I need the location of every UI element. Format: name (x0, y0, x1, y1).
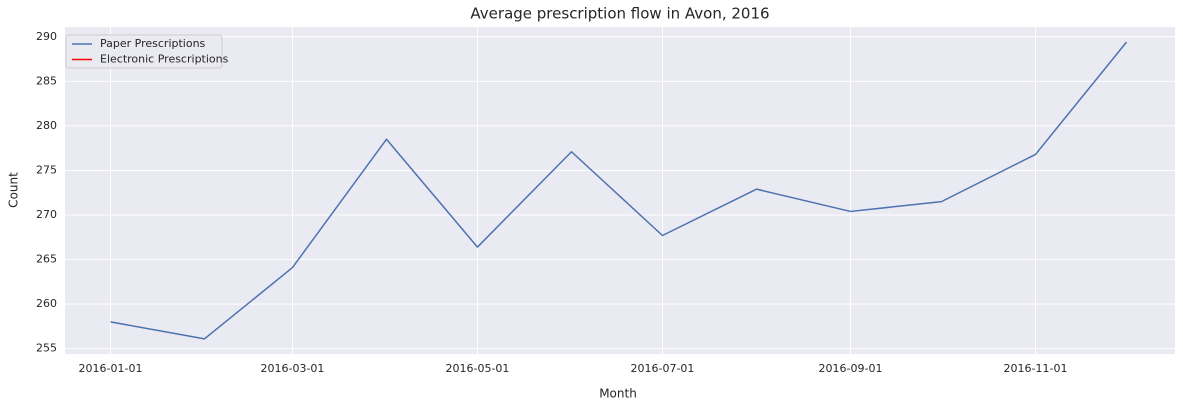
y-tick-label: 275 (36, 163, 57, 176)
y-axis-label: Count (7, 172, 21, 208)
y-tick-label: 285 (36, 74, 57, 87)
x-tick-label: 2016-01-01 (79, 362, 143, 375)
line-series (110, 41, 1128, 340)
y-tick-label: 260 (36, 297, 57, 310)
legend-box (65, 34, 223, 69)
y-tick-label: 290 (36, 30, 57, 43)
legend-label: Electronic Prescriptions (100, 53, 229, 66)
x-tick-label: 2016-07-01 (630, 362, 694, 375)
plot-area (65, 27, 1175, 354)
legend-label: Paper Prescriptions (100, 37, 206, 50)
x-tick-label: 2016-03-01 (260, 362, 324, 375)
x-tick-label: 2016-11-01 (1004, 362, 1068, 375)
y-tick-label: 265 (36, 253, 57, 266)
y-tick-label: 270 (36, 208, 57, 221)
x-axis-label: Month (599, 387, 637, 401)
x-tick-label: 2016-09-01 (819, 362, 883, 375)
x-tick-label: 2016-05-01 (445, 362, 509, 375)
y-tick-label: 280 (36, 119, 57, 132)
chart-title: Average prescription flow in Avon, 2016 (470, 5, 769, 23)
y-tick-label: 255 (36, 342, 57, 355)
